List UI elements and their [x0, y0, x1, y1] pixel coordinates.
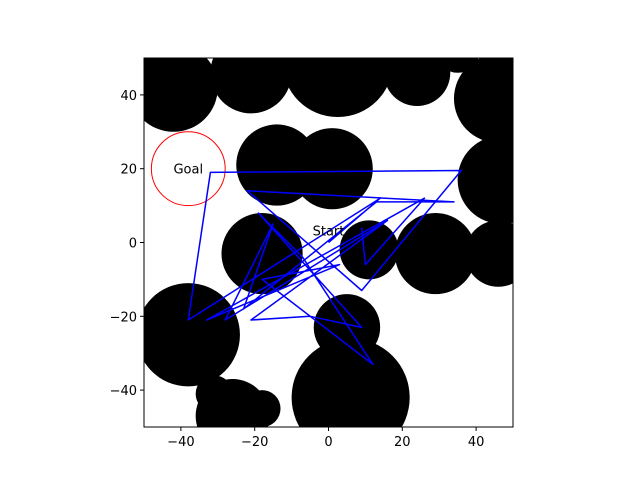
labels-layer: Goal Start [173, 163, 344, 240]
obstacle-circle-17 [243, 390, 281, 427]
obstacles-layer [144, 58, 513, 427]
x-tick-label: 0 [324, 435, 332, 450]
obstacle-circle-7 [291, 128, 373, 210]
path-line [187, 169, 463, 366]
obstacle-circle-13 [144, 283, 240, 387]
start-label: Start [313, 225, 345, 240]
obstacle-circle-18 [291, 338, 410, 427]
obstacle-circle-2 [282, 58, 394, 118]
x-tick-label: −20 [241, 435, 268, 450]
obstacle-circle-3 [383, 58, 451, 106]
x-tick-label: 40 [468, 435, 485, 450]
x-tick-label: −40 [167, 435, 194, 450]
obstacle-circle-0 [144, 58, 218, 132]
obstacle-circle-8 [457, 135, 513, 225]
goal-label: Goal [173, 163, 203, 178]
goal-circle [150, 131, 226, 207]
obstacle-circle-12 [465, 220, 513, 287]
y-axis: −40 −20 0 20 40 [110, 89, 144, 399]
path-layer [187, 169, 463, 366]
y-tick-label: −40 [110, 384, 137, 399]
x-tick-label: 20 [394, 435, 411, 450]
y-tick-label: −20 [110, 310, 137, 325]
goal-layer [150, 131, 226, 207]
y-tick-label: 40 [120, 89, 137, 104]
obstacle-circle-5 [453, 58, 513, 143]
obstacle-circle-11 [394, 212, 477, 295]
y-tick-label: 20 [120, 163, 137, 178]
obstacle-circle-1 [210, 58, 292, 114]
x-axis: −40 −20 0 20 40 [167, 427, 484, 450]
y-tick-label: 0 [129, 237, 137, 252]
